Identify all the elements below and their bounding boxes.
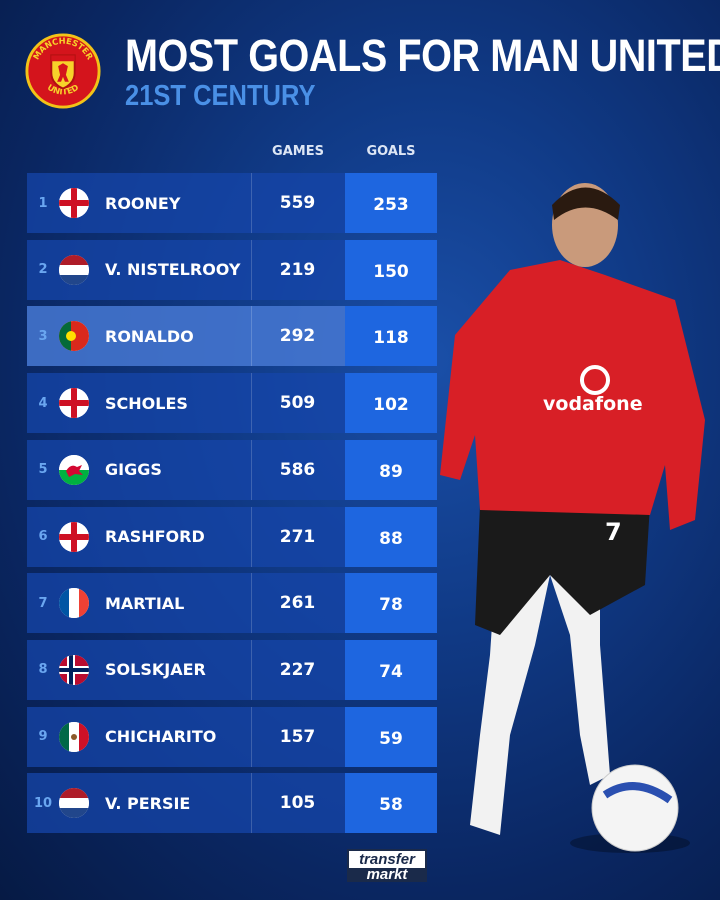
games-value: 292 <box>251 306 343 367</box>
page-subtitle: 21ST CENTURY <box>125 80 316 112</box>
rank: 2 <box>38 262 48 278</box>
table-row: 9 CHICHARITO 157 59 <box>27 706 437 767</box>
goals-value: 118 <box>345 306 437 367</box>
table-row: 2 V. NISTELROOY 219 150 <box>27 239 437 300</box>
games-value: 586 <box>251 439 343 500</box>
player-name: SCHOLES <box>105 393 188 413</box>
goals-value: 253 <box>345 173 437 233</box>
table-row: 1 ROONEY 559 253 <box>27 173 437 233</box>
games-value: 157 <box>251 706 343 767</box>
player-name: V. PERSIE <box>105 793 191 813</box>
table-row: 4 SCHOLES 509 102 <box>27 373 437 434</box>
table-row: 3 RONALDO 292 118 <box>27 306 437 367</box>
netherlands-flag-icon <box>59 254 89 285</box>
games-value: 105 <box>251 773 343 834</box>
table-row: 6 RASHFORD 271 88 <box>27 506 437 567</box>
rank: 9 <box>38 729 48 745</box>
table-row: 5 GIGGS 586 89 <box>27 439 437 500</box>
page-title: MOST GOALS FOR MAN UNITED <box>125 30 720 81</box>
rank: 5 <box>38 462 48 478</box>
england-flag-icon <box>59 521 89 552</box>
transfermarkt-logo: transfer markt <box>347 849 427 882</box>
norway-flag-icon <box>59 654 89 685</box>
goals-value: 59 <box>345 706 437 767</box>
rank: 10 <box>33 795 53 811</box>
games-value: 261 <box>251 573 343 634</box>
shirt-number: 7 <box>605 518 622 546</box>
rank: 6 <box>38 529 48 544</box>
shirt-sponsor: vodafone <box>543 393 643 415</box>
goals-value: 88 <box>345 506 437 567</box>
player-name: SOLSKJAER <box>105 660 206 680</box>
netherlands-flag-icon <box>59 788 89 819</box>
player-name: CHICHARITO <box>105 727 217 747</box>
table-row: 7 MARTIAL 261 78 <box>27 573 437 634</box>
rank: 3 <box>38 328 48 344</box>
games-value: 509 <box>251 373 343 434</box>
player-name: GIGGS <box>105 460 162 480</box>
rank: 1 <box>38 195 48 211</box>
rank: 8 <box>38 662 48 678</box>
england-flag-icon <box>59 188 89 218</box>
rank: 7 <box>38 595 48 611</box>
games-column-header: GAMES <box>272 144 324 159</box>
goals-column-header: GOALS <box>366 144 416 159</box>
goals-value: 74 <box>345 639 437 700</box>
table-row: 10 V. PERSIE 105 58 <box>27 773 437 834</box>
goals-value: 102 <box>345 373 437 434</box>
games-value: 227 <box>251 639 343 700</box>
goals-value: 89 <box>345 439 437 500</box>
mexico-flag-icon <box>59 721 89 752</box>
goals-value: 78 <box>345 573 437 634</box>
player-name: RONALDO <box>105 326 194 346</box>
games-value: 559 <box>251 173 343 233</box>
rank: 4 <box>38 395 48 411</box>
player-name: V. NISTELROOY <box>105 260 241 280</box>
goals-value: 150 <box>345 239 437 300</box>
england-flag-icon <box>59 388 89 419</box>
table-row: 8 SOLSKJAER 227 74 <box>27 639 437 700</box>
player-name: ROONEY <box>105 193 181 213</box>
logo-line1: transfer <box>359 851 415 868</box>
player-photo: vodafone 7 <box>440 183 705 853</box>
goals-value: 58 <box>345 773 437 834</box>
games-value: 271 <box>251 506 343 567</box>
wales-flag-icon <box>59 454 89 485</box>
manchester-united-crest-logo: MANCHESTER UNITED <box>25 33 101 109</box>
logo-line2: markt <box>349 867 425 882</box>
portugal-flag-icon <box>59 321 89 352</box>
games-value: 219 <box>251 239 343 300</box>
france-flag-icon <box>59 588 89 619</box>
player-name: RASHFORD <box>105 527 205 546</box>
player-name: MARTIAL <box>105 593 185 613</box>
